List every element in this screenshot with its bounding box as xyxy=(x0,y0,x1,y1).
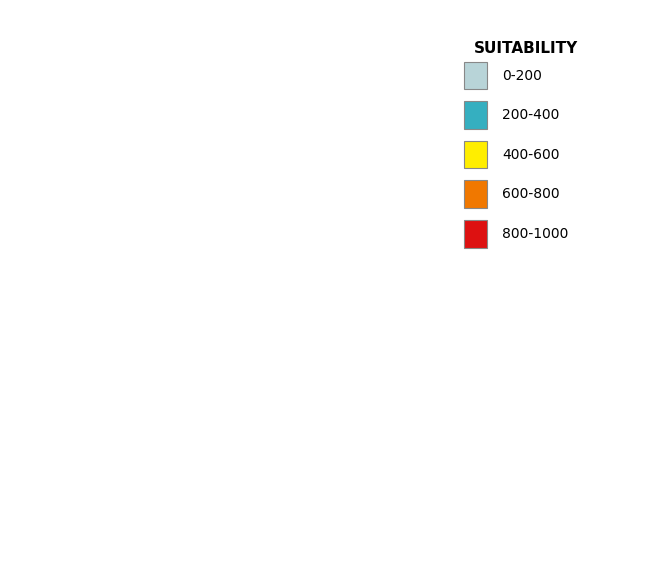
Text: 400-600: 400-600 xyxy=(502,148,560,162)
Text: 800-1000: 800-1000 xyxy=(502,227,569,241)
FancyBboxPatch shape xyxy=(464,101,487,129)
Text: 200-400: 200-400 xyxy=(502,108,560,122)
FancyBboxPatch shape xyxy=(464,220,487,248)
Text: SUITABILITY: SUITABILITY xyxy=(474,41,578,56)
FancyBboxPatch shape xyxy=(464,62,487,89)
Text: 600-800: 600-800 xyxy=(502,187,560,201)
FancyBboxPatch shape xyxy=(464,180,487,208)
Text: 0-200: 0-200 xyxy=(502,69,542,83)
FancyBboxPatch shape xyxy=(464,141,487,168)
